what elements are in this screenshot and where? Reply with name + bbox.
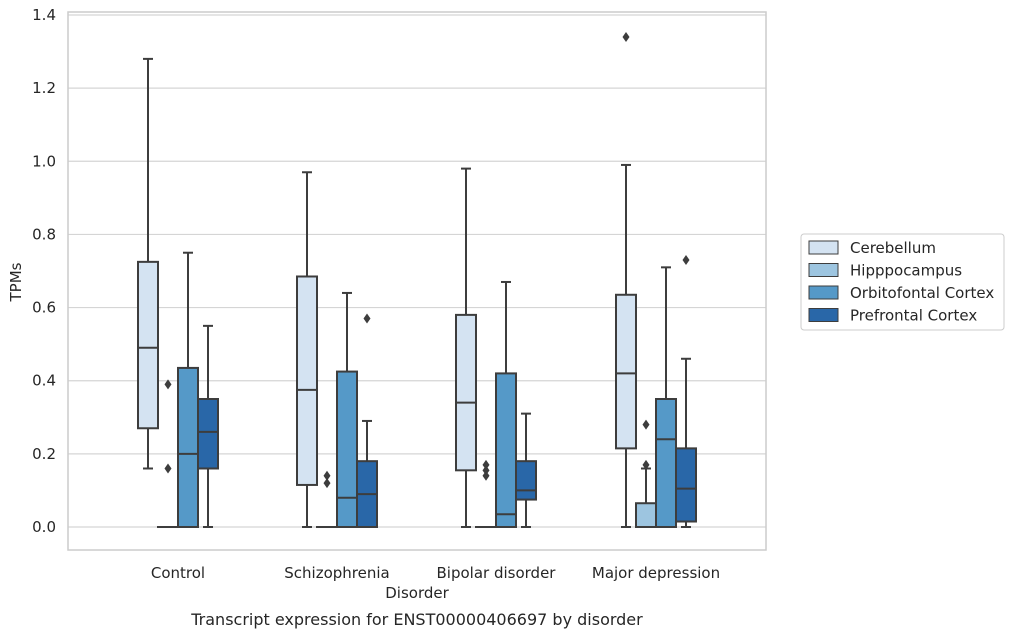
outlier-point xyxy=(164,463,172,474)
box-iqr xyxy=(635,502,657,529)
box-orbitofontal-cortex xyxy=(336,291,358,529)
legend-frame xyxy=(800,233,1005,331)
y-tick-label: 1.4 xyxy=(32,6,56,24)
x-axis-label: Disorder xyxy=(385,584,449,602)
outlier-point xyxy=(323,478,331,489)
y-tick-labels: 0.0 0.2 0.4 0.6 0.8 1.0 1.2 1.4 xyxy=(32,6,56,536)
outlier-point xyxy=(164,379,172,390)
y-tick-label: 0.0 xyxy=(32,518,56,536)
legend-label: Orbitofontal Cortex xyxy=(850,284,994,302)
box-iqr xyxy=(137,260,159,430)
y-tick-label: 1.2 xyxy=(32,79,56,97)
legend-swatch xyxy=(808,263,839,277)
outlier-point xyxy=(323,470,331,481)
outlier-point xyxy=(622,31,630,42)
plot-frame xyxy=(67,11,767,551)
box-prefrontal-cortex xyxy=(515,412,537,528)
box-groups xyxy=(137,31,697,529)
legend-swatch xyxy=(808,285,839,300)
box-iqr xyxy=(655,398,677,528)
y-tick-label: 0.6 xyxy=(32,299,56,317)
y-tick-label: 0.8 xyxy=(32,225,56,243)
legend-entries: Cerebellum Hipppocampus Orbitofontal Corte… xyxy=(808,239,994,325)
box-iqr xyxy=(615,293,637,450)
box-hipppocampus xyxy=(316,470,338,529)
box-hipppocampus xyxy=(157,379,179,529)
box-iqr xyxy=(296,275,318,486)
outlier-point xyxy=(482,470,490,481)
box-iqr xyxy=(455,313,477,472)
box-iqr xyxy=(675,447,697,523)
legend-label: Cerebellum xyxy=(850,239,936,257)
x-tick-labels: Control Schizophrenia Bipolar disorder Majo… xyxy=(151,564,720,582)
outlier-point xyxy=(642,419,650,430)
legend-swatch xyxy=(808,240,839,255)
outlier-point xyxy=(642,459,650,470)
outlier-point xyxy=(363,313,371,324)
box-orbitofontal-cortex xyxy=(495,280,517,528)
x-tick-label: Control xyxy=(151,564,205,582)
box-iqr xyxy=(177,366,199,528)
box-cerebellum xyxy=(455,167,477,528)
box-iqr xyxy=(336,370,358,529)
x-tick-label: Bipolar disorder xyxy=(437,564,557,582)
y-tick-label: 0.4 xyxy=(32,372,56,390)
legend-label: Hipppocampus xyxy=(850,262,962,280)
outlier-point xyxy=(482,459,490,470)
chart-caption: Transcript expression for ENST0000040669… xyxy=(190,610,643,629)
outlier-point xyxy=(682,255,690,266)
box-hipppocampus xyxy=(475,459,497,529)
box-cerebellum xyxy=(296,171,318,528)
box-cerebellum xyxy=(615,31,637,528)
box-prefrontal-cortex xyxy=(356,313,378,528)
box-iqr xyxy=(515,460,537,501)
box-cerebellum xyxy=(137,57,159,470)
outlier-point xyxy=(482,465,490,476)
legend: Cerebellum Hipppocampus Orbitofontal Corte… xyxy=(800,233,1005,331)
y-axis-label: TPMs xyxy=(7,262,25,302)
x-tick-label: Major depression xyxy=(592,564,720,582)
box-prefrontal-cortex xyxy=(197,324,219,528)
box-prefrontal-cortex xyxy=(675,255,697,528)
box-iqr xyxy=(495,372,517,528)
box-hipppocampus xyxy=(635,419,657,529)
legend-swatch xyxy=(808,308,839,322)
x-tick-label: Schizophrenia xyxy=(284,564,389,582)
y-tick-label: 0.2 xyxy=(32,445,56,463)
box-orbitofontal-cortex xyxy=(177,251,199,528)
legend-label: Prefrontal Cortex xyxy=(850,307,977,325)
box-orbitofontal-cortex xyxy=(655,266,677,528)
y-tick-label: 1.0 xyxy=(32,152,56,170)
box-iqr xyxy=(197,398,219,470)
